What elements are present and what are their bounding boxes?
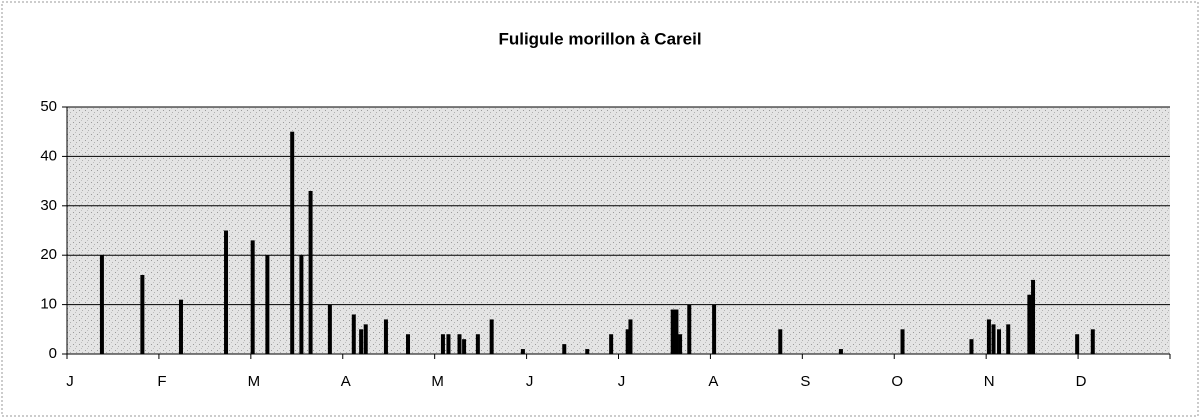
- bar: [99, 255, 104, 354]
- x-tick-label: M: [248, 373, 261, 390]
- bar: [1075, 334, 1080, 354]
- bar: [290, 131, 295, 354]
- y-tick-label: 40: [40, 147, 57, 164]
- bar: [489, 319, 494, 354]
- x-tick-label: S: [800, 373, 810, 390]
- bar: [140, 274, 145, 354]
- bar: [178, 299, 183, 354]
- bar: [778, 329, 783, 354]
- y-tick-label: 10: [40, 296, 57, 313]
- bar: [687, 304, 692, 354]
- bar: [250, 240, 255, 354]
- bar: [475, 334, 480, 354]
- bar: [969, 339, 974, 354]
- bar: [299, 255, 304, 354]
- bar: [359, 329, 364, 354]
- bar: [997, 329, 1002, 354]
- bar: [363, 324, 368, 354]
- x-tick-label: J: [66, 373, 74, 390]
- bar: [520, 349, 525, 354]
- bar: [991, 324, 996, 354]
- bar: [678, 334, 683, 354]
- x-tick-label: M: [431, 373, 444, 390]
- bar: [462, 339, 467, 354]
- bar: [224, 230, 229, 354]
- bar: [628, 319, 633, 354]
- bar: [1090, 329, 1095, 354]
- x-tick-label: J: [618, 373, 626, 390]
- bar: [609, 334, 614, 354]
- bar: [1006, 324, 1011, 354]
- bar: [457, 334, 462, 354]
- y-tick-label: 30: [40, 197, 57, 214]
- bar: [440, 334, 445, 354]
- bar: [900, 329, 905, 354]
- bar: [446, 334, 451, 354]
- x-tick-label: A: [341, 373, 351, 390]
- x-tick-label: F: [157, 373, 166, 390]
- bar: [625, 329, 630, 354]
- bar: [562, 344, 567, 354]
- bar: [674, 309, 679, 354]
- bar: [585, 349, 590, 354]
- bar: [406, 334, 411, 354]
- bar: [1031, 279, 1036, 354]
- bar: [1027, 294, 1032, 354]
- y-tick-label: 20: [40, 246, 57, 263]
- bar: [351, 314, 356, 354]
- x-tick-label: A: [708, 373, 718, 390]
- bar: [265, 255, 270, 354]
- y-tick-label: 50: [40, 98, 57, 115]
- x-tick-label: O: [891, 373, 903, 390]
- x-tick-label: D: [1076, 373, 1087, 390]
- bar: [712, 304, 717, 354]
- bar: [308, 190, 313, 354]
- bar: [838, 349, 843, 354]
- bar: [383, 319, 388, 354]
- bar: [986, 319, 991, 354]
- bar: [327, 304, 332, 354]
- chart-title: Fuligule morillon à Careil: [498, 29, 701, 48]
- x-tick-label: N: [984, 373, 995, 390]
- plot-area: [67, 107, 1170, 354]
- bar: [670, 309, 675, 354]
- y-tick-label: 0: [49, 345, 57, 362]
- x-tick-label: J: [526, 373, 534, 390]
